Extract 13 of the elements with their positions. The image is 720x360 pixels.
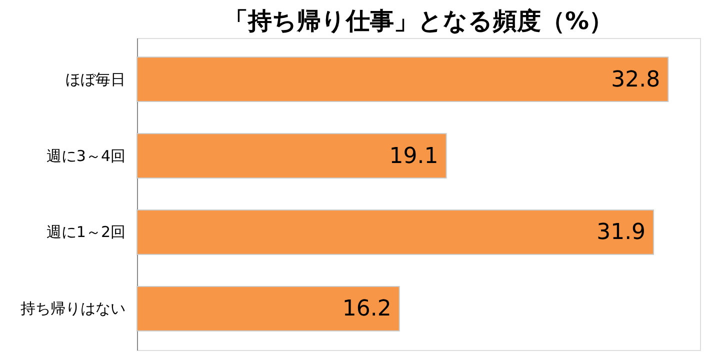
chart-title: 「持ち帰り仕事」となる頻度（%） [224, 7, 614, 35]
y-tick-label: 週に3～4回 [46, 146, 126, 165]
y-tick-label: ほぼ毎日 [66, 70, 126, 88]
bar [136, 210, 654, 255]
bar [136, 133, 447, 178]
bar [136, 286, 400, 332]
data-label: 31.9 [596, 220, 646, 246]
y-tick-label: 持ち帰りはない [20, 300, 126, 318]
y-tick-label: 週に1～2回 [46, 223, 126, 242]
data-label: 19.1 [389, 144, 438, 169]
data-label: 16.2 [342, 296, 392, 322]
bar [136, 56, 669, 102]
data-label: 32.8 [611, 67, 660, 92]
